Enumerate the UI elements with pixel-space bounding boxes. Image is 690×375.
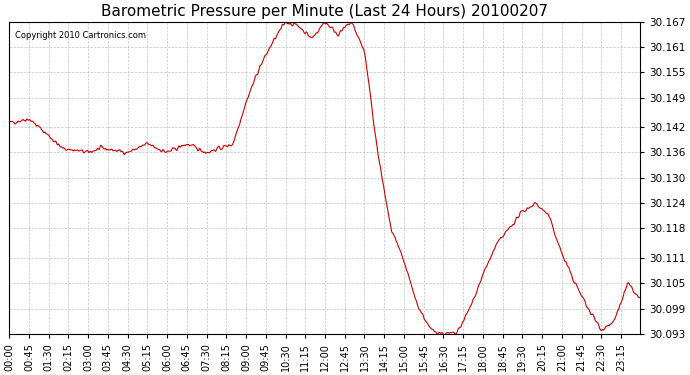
Title: Barometric Pressure per Minute (Last 24 Hours) 20100207: Barometric Pressure per Minute (Last 24 … xyxy=(101,4,549,19)
Text: Copyright 2010 Cartronics.com: Copyright 2010 Cartronics.com xyxy=(15,31,146,40)
